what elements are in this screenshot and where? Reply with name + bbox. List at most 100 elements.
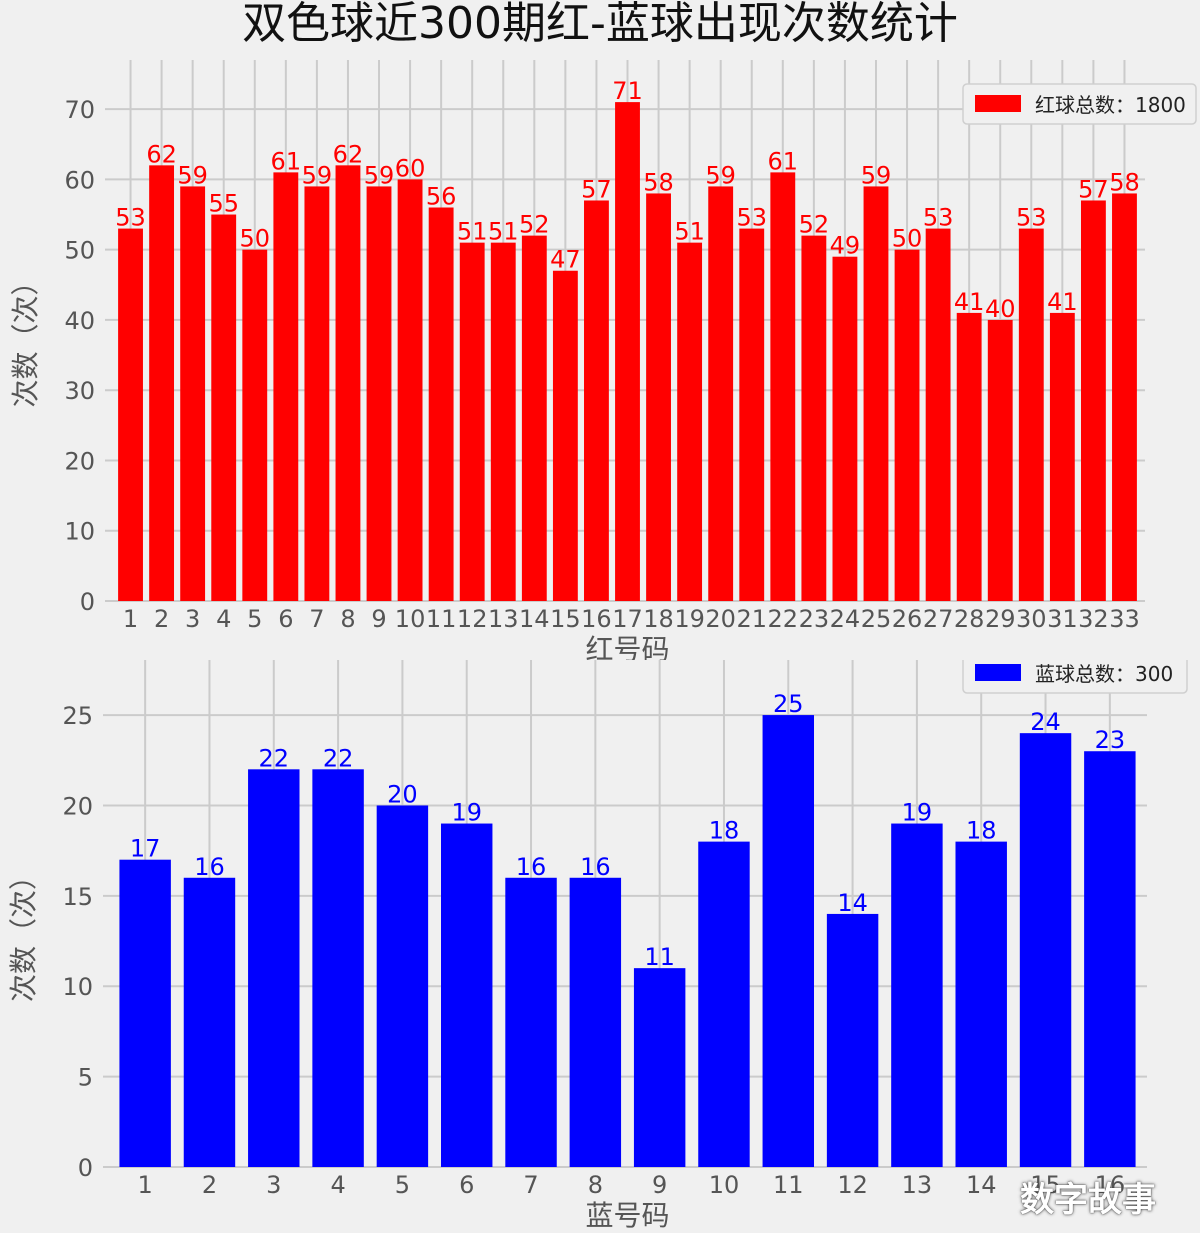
data-label: 51: [488, 218, 519, 246]
data-label: 19: [902, 799, 933, 827]
bar: [894, 249, 920, 601]
bar: [428, 207, 454, 602]
x-tick-label: 28: [954, 605, 985, 633]
data-label: 41: [954, 288, 985, 316]
y-tick-label: 25: [62, 702, 93, 730]
x-tick-label: 2: [154, 605, 169, 633]
data-label: 23: [1095, 726, 1126, 754]
x-tick-label: 14: [519, 605, 550, 633]
bar: [987, 319, 1013, 601]
data-label: 53: [923, 204, 954, 232]
y-tick-label: 10: [62, 973, 93, 1001]
x-tick-label: 31: [1047, 605, 1078, 633]
x-tick-label: 15: [550, 605, 581, 633]
data-label: 57: [1078, 175, 1109, 203]
x-tick-label: 30: [1016, 605, 1047, 633]
data-label: 50: [239, 225, 270, 253]
x-tick-label: 15: [1030, 1171, 1061, 1199]
bar: [762, 715, 815, 1167]
data-label: 58: [1109, 168, 1140, 196]
data-label: 19: [451, 799, 482, 827]
bar: [1018, 228, 1044, 601]
x-tick-label: 12: [837, 1171, 868, 1199]
y-tick-label: 20: [62, 792, 93, 820]
x-tick-label: 16: [1095, 1171, 1126, 1199]
blue-ball-chart: 0510152025171162223224205196167168119181…: [7, 660, 1188, 1232]
x-tick-label: 13: [902, 1171, 933, 1199]
x-tick-label: 5: [247, 605, 262, 633]
data-label: 71: [612, 77, 643, 105]
data-label: 18: [709, 817, 740, 845]
x-tick-label: 29: [985, 605, 1016, 633]
legend: 蓝球总数：300: [962, 660, 1188, 694]
data-label: 59: [861, 161, 892, 189]
bar: [739, 228, 765, 601]
x-tick-label: 24: [830, 605, 861, 633]
data-label: 47: [550, 246, 581, 274]
x-tick-label: 1: [138, 1171, 153, 1199]
data-label: 61: [271, 147, 302, 175]
legend-swatch: [975, 664, 1021, 681]
data-label: 59: [705, 161, 736, 189]
x-tick-label: 1: [123, 605, 138, 633]
bar: [646, 193, 671, 601]
x-axis-title: 蓝号码: [585, 1199, 669, 1232]
data-label: 59: [302, 161, 333, 189]
x-tick-label: 8: [340, 605, 355, 633]
legend-swatch: [975, 95, 1021, 112]
x-tick-label: 32: [1078, 605, 1109, 633]
y-tick-label: 50: [64, 237, 95, 265]
bar: [584, 200, 609, 602]
bar: [273, 172, 299, 601]
x-tick-label: 7: [523, 1171, 538, 1199]
x-tick-label: 10: [395, 605, 426, 633]
x-tick-label: 12: [457, 605, 488, 633]
x-tick-label: 5: [395, 1171, 410, 1199]
chart-title: 双色球近300期红-蓝球出现次数统计: [242, 0, 958, 49]
x-tick-label: 9: [652, 1171, 667, 1199]
bar: [552, 270, 578, 601]
x-tick-label: 4: [216, 605, 231, 633]
bar: [180, 186, 206, 601]
x-tick-label: 8: [588, 1171, 603, 1199]
bar: [490, 242, 516, 601]
data-label: 57: [581, 175, 612, 203]
x-tick-label: 14: [966, 1171, 997, 1199]
data-label: 41: [1047, 288, 1078, 316]
bar: [397, 179, 423, 601]
bar: [826, 913, 879, 1167]
x-tick-label: 13: [488, 605, 519, 633]
data-label: 11: [644, 943, 675, 971]
data-label: 62: [146, 140, 177, 168]
bar: [149, 165, 175, 601]
x-tick-label: 18: [643, 605, 674, 633]
data-label: 25: [773, 690, 804, 718]
x-tick-label: 2: [202, 1171, 217, 1199]
bar: [698, 841, 750, 1167]
data-label: 22: [323, 744, 354, 772]
x-tick-label: 11: [773, 1171, 804, 1199]
bar: [956, 312, 982, 601]
y-tick-label: 30: [64, 377, 95, 405]
bar: [183, 877, 236, 1167]
x-tick-label: 9: [371, 605, 386, 633]
x-tick-label: 4: [330, 1171, 345, 1199]
bar: [459, 242, 485, 601]
x-tick-label: 17: [612, 605, 643, 633]
bar: [708, 186, 734, 601]
data-label: 51: [674, 218, 705, 246]
bar: [863, 186, 889, 601]
y-axis-title: 次数（次）: [9, 267, 42, 407]
bar: [677, 242, 703, 601]
bar: [211, 214, 237, 602]
bar: [1084, 751, 1136, 1167]
bar: [335, 165, 361, 601]
bar: [521, 235, 547, 601]
watermark-text: 数字故事: [1020, 1180, 1156, 1220]
bar: [440, 823, 493, 1167]
x-tick-label: 6: [278, 605, 293, 633]
y-tick-label: 15: [62, 883, 93, 911]
y-axis-title: 次数（次）: [7, 862, 40, 1002]
bar: [248, 769, 300, 1167]
data-label: 52: [519, 211, 550, 239]
